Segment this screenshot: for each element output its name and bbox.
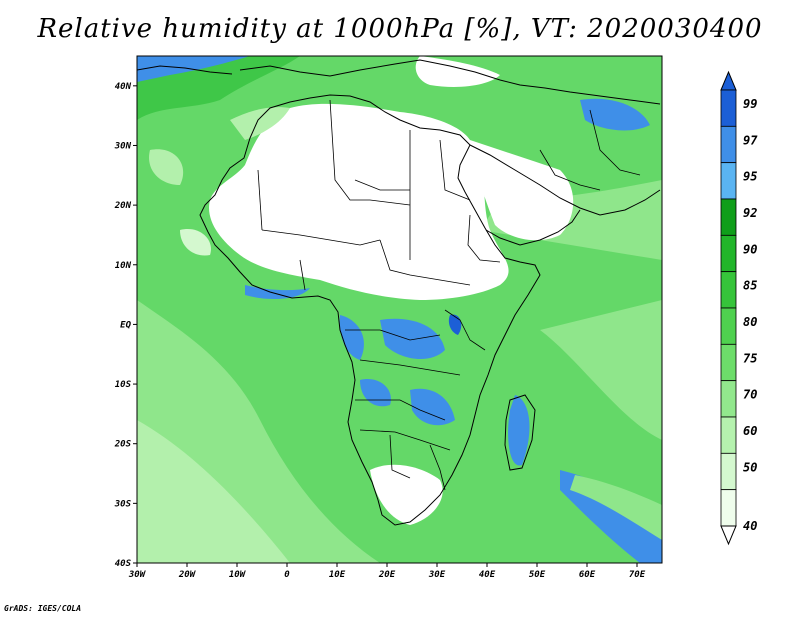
legend-swatch xyxy=(720,380,737,418)
legend-swatch xyxy=(720,234,737,273)
lat-label: 10S xyxy=(115,380,132,390)
lon-label: 70E xyxy=(629,570,646,580)
grads-credit: GrADS: IGES/COLA xyxy=(4,604,82,613)
wet-patch-persia xyxy=(580,98,650,131)
border xyxy=(429,444,446,491)
maghreb-moist-region xyxy=(230,107,290,140)
border xyxy=(257,169,263,231)
arabia-dry-region xyxy=(470,140,574,241)
legend-label: 70 xyxy=(743,388,757,402)
lon-label: 30E xyxy=(428,570,446,580)
lat-label: 40N xyxy=(115,82,132,92)
border xyxy=(379,239,471,286)
legend-swatch xyxy=(720,89,737,127)
legend-swatch xyxy=(720,198,737,236)
border xyxy=(261,229,381,246)
arabia-coastline xyxy=(469,144,661,216)
humidity-band-indian xyxy=(540,300,662,440)
border xyxy=(329,99,411,206)
legend-swatch xyxy=(720,452,737,491)
humidity-band-south-indian xyxy=(570,475,662,540)
legend-label: 80 xyxy=(743,315,757,329)
border xyxy=(467,214,501,263)
lat-label: 30S xyxy=(114,499,132,509)
legend-arrow-bottom xyxy=(720,525,737,546)
legend-swatch xyxy=(720,307,737,345)
madagascar-coastline xyxy=(504,394,536,471)
wet-patch-lake-victoria xyxy=(448,314,462,335)
border xyxy=(359,359,461,376)
lon-label: 20W xyxy=(178,570,197,580)
wet-patch-angola xyxy=(360,379,391,407)
legend-label: 95 xyxy=(743,170,757,184)
coastlines xyxy=(137,59,661,526)
wet-patch-madagascar xyxy=(508,395,530,466)
legend-label: 99 xyxy=(743,97,757,111)
latitude-axis: 40N 30N 20N 10N EQ 10S 20S 30S 40S xyxy=(114,82,137,569)
dry-patch-canaries xyxy=(149,149,184,185)
legend-swatch xyxy=(720,271,737,309)
lon-label: 50E xyxy=(529,570,546,580)
lat-label: EQ xyxy=(120,320,131,330)
legend-swatch xyxy=(720,125,737,164)
lon-label: 40E xyxy=(479,570,496,580)
legend-label: 40 xyxy=(743,519,757,533)
dry-patch-senegal xyxy=(180,229,211,256)
map-title: Relative humidity at 1000hPa [%], VT: 20… xyxy=(37,14,763,44)
legend-arrow-top xyxy=(720,70,737,91)
border xyxy=(389,434,411,479)
legend-label: 90 xyxy=(743,242,757,256)
border xyxy=(299,259,306,291)
africa-coastline xyxy=(199,94,541,526)
lat-label: 10N xyxy=(115,261,132,271)
wet-patch-zambia xyxy=(410,388,455,426)
map-field xyxy=(137,56,662,563)
lon-label: 10W xyxy=(229,570,247,580)
legend-swatch xyxy=(720,162,737,200)
iberia-coastline xyxy=(137,65,233,75)
longitude-axis: 30W 20W 10W 0 10E 20E 30E 40E 50E 60E 70E xyxy=(128,563,646,580)
legend-label: 60 xyxy=(743,424,757,438)
lon-label: 0 xyxy=(284,570,290,580)
border xyxy=(355,399,446,421)
lon-label: 10E xyxy=(329,570,346,580)
legend-swatch xyxy=(720,416,737,454)
legend-label: 50 xyxy=(743,460,757,474)
wet-patch-congo-west xyxy=(339,315,364,360)
lat-label: 30N xyxy=(114,141,132,151)
legend-label: 92 xyxy=(743,206,757,220)
lat-label: 20S xyxy=(114,440,132,450)
legend-swatch xyxy=(720,343,737,382)
border xyxy=(439,139,471,201)
lon-label: 30W xyxy=(128,570,147,580)
lat-label: 20N xyxy=(114,201,132,211)
legend-label: 97 xyxy=(743,133,758,147)
lon-label: 20E xyxy=(378,570,396,580)
legend-label: 85 xyxy=(743,279,757,293)
europe-coastline xyxy=(239,59,661,105)
border xyxy=(359,429,451,451)
border xyxy=(345,329,441,341)
lat-label: 40S xyxy=(115,559,132,569)
lon-label: 60E xyxy=(579,570,596,580)
sahara-dry-region xyxy=(209,103,509,301)
wet-patch-congo xyxy=(380,318,445,360)
legend-swatch xyxy=(720,489,737,527)
color-legend: 99 97 95 92 90 85 80 75 70 60 50 40 xyxy=(720,70,758,546)
country-borders xyxy=(257,99,641,491)
arabia-south-coastline xyxy=(485,209,581,246)
humidity-band-south-atlantic xyxy=(137,420,290,563)
map-frame xyxy=(136,55,663,564)
border xyxy=(444,309,486,351)
border xyxy=(354,179,410,191)
legend-label: 75 xyxy=(743,351,757,365)
border xyxy=(539,149,601,191)
border xyxy=(589,109,641,176)
